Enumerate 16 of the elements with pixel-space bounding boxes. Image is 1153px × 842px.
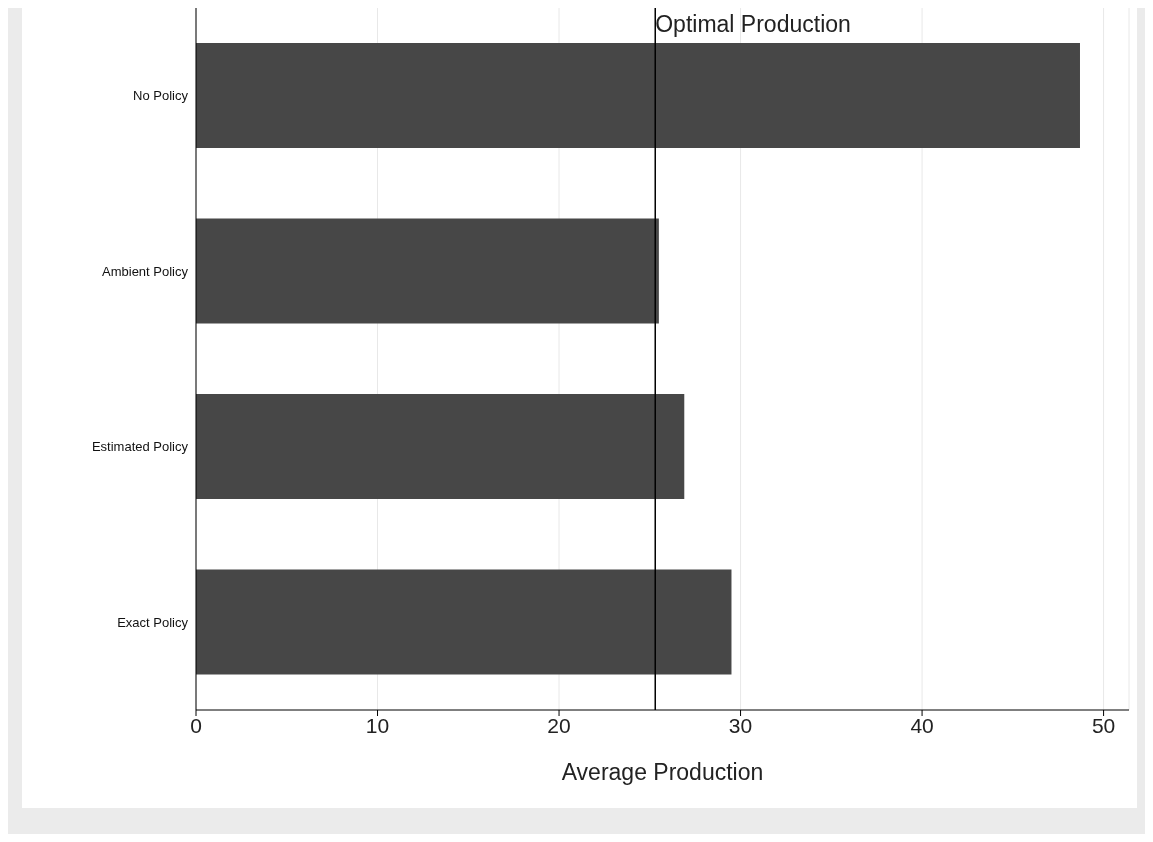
y-tick-label: No Policy	[133, 88, 189, 104]
x-tick-label: 30	[728, 713, 753, 737]
x-tick-label: 50	[1091, 713, 1116, 737]
x-tick-label: 10	[365, 713, 390, 737]
y-tick-label: Ambient Policy	[102, 263, 189, 279]
x-tick-label: 40	[910, 713, 934, 737]
bar	[196, 394, 685, 500]
y-tick-label: Estimated Policy	[91, 439, 189, 455]
x-tick-label: 0	[190, 713, 202, 737]
bar	[196, 218, 659, 324]
ref-line-label: Optimal Production	[655, 11, 851, 38]
bar	[196, 43, 1080, 149]
bar	[196, 569, 732, 675]
x-axis-title: Average Production	[561, 759, 764, 785]
x-tick-label: 20	[547, 713, 571, 737]
y-tick-label: Exact Policy	[117, 614, 189, 630]
